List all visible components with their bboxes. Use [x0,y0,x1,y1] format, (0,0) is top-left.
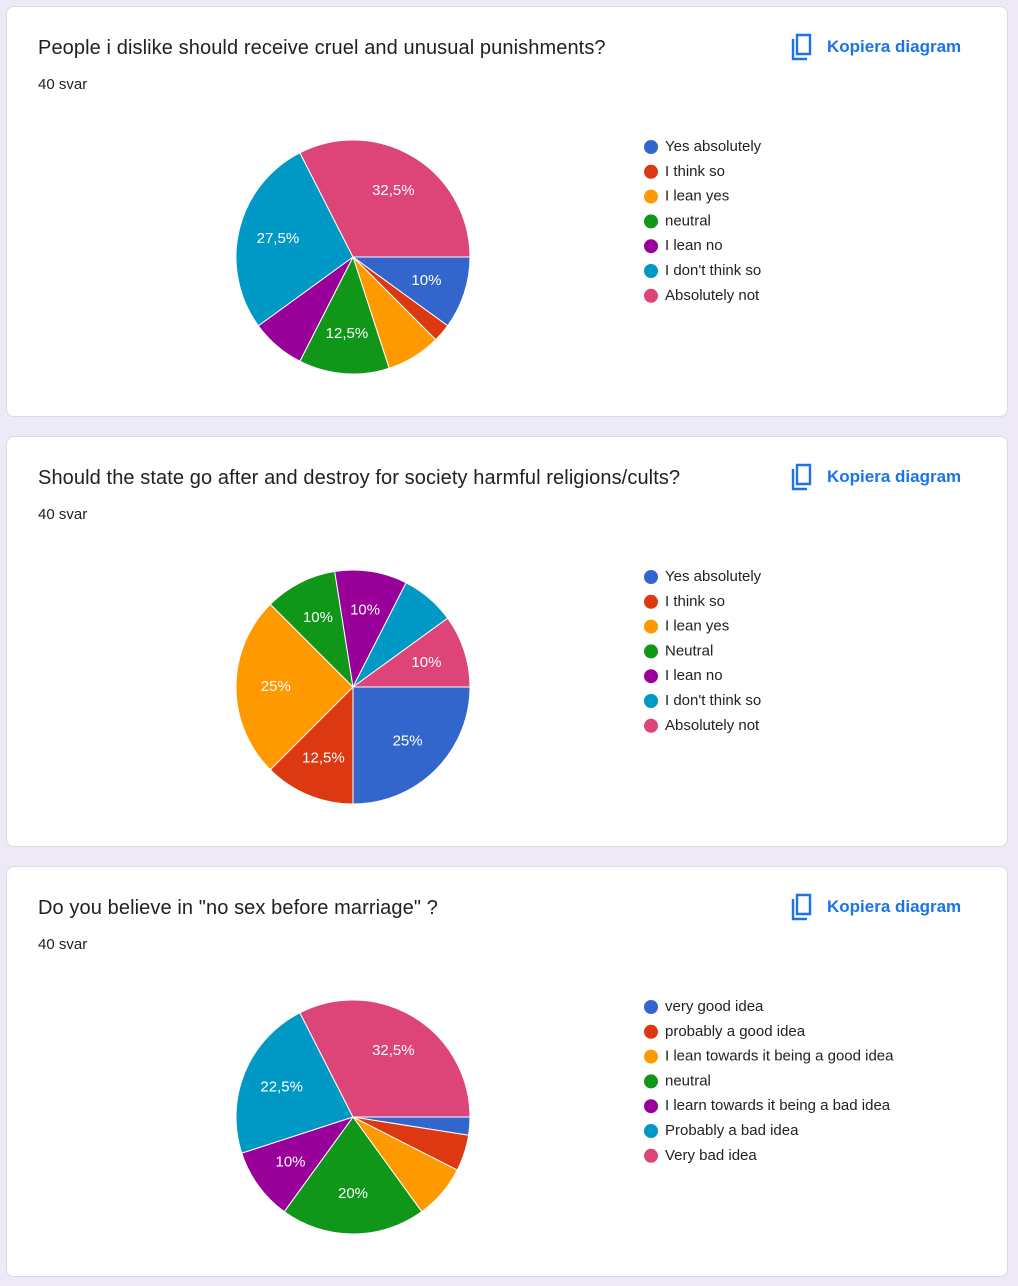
copy-label: Kopiera diagram [827,37,962,56]
question-title: Do you believe in "no sex before marriag… [38,897,438,919]
pie-slice [241,1116,355,1213]
legend-label: I lean yes [665,188,729,205]
legend-swatch [644,1074,658,1089]
response-count: 40 svar [38,936,88,953]
slice-label: 27,5% [257,230,300,247]
legend-label: I lean no [665,237,723,254]
question-title: People i dislike should receive cruel an… [38,37,606,59]
legend-swatch [644,140,658,154]
legend-label: neutral [665,212,711,229]
slice-label: 12,5% [326,325,369,342]
pie-slice [351,617,471,688]
legend-swatch [644,288,658,303]
pie-slice [235,603,354,771]
legend-label: Probably a bad idea [665,1122,799,1139]
slice-label: 25% [261,678,291,695]
icon-shape [791,463,812,491]
copy-icon [791,463,812,491]
slice-label: 10% [411,272,441,289]
slice-label: 20% [338,1185,368,1202]
slice-label: 10% [276,1153,306,1170]
question-title: Should the state go after and destroy fo… [38,467,681,489]
legend-swatch [644,669,658,684]
legend-swatch [644,570,658,584]
legend-swatch [644,1000,658,1014]
chart: 10% 12,5% 27,5% 32,5% Yes absolutely I think … [235,138,762,375]
slice-label: 10% [303,609,333,626]
pie-slice [299,255,390,375]
legend-label: very good idea [665,998,764,1015]
icon-shape [791,33,812,61]
legend-label: I lean yes [665,618,729,635]
pie-slice [269,685,354,805]
copy-icon [791,33,812,61]
legend-label: Yes absolutely [665,138,762,155]
slice-label: 25% [393,733,423,750]
legend-label: probably a good idea [665,1023,806,1040]
pie-slice [351,256,471,327]
slice-label: 10% [350,602,380,619]
copy-chart-button[interactable]: Kopiera diagram [789,33,961,61]
legend-label: I lean towards it being a good idea [665,1048,894,1065]
slice-label: 12,5% [302,749,345,766]
legend-label: I lean no [665,667,723,684]
legend-label: Absolutely not [665,287,760,304]
pie-slice [299,139,471,258]
legend-swatch [644,164,658,179]
legend-swatch [644,644,658,659]
pie-slice [334,569,407,689]
response-count: 40 svar [38,76,88,93]
copy-label: Kopiera diagram [827,897,962,916]
legend-swatch [644,239,658,254]
chart: 20% 10% 22,5% 32,5% very good idea probably a… [235,998,894,1235]
legend-swatch [644,1148,658,1163]
legend-label: I think so [665,163,725,180]
legend-label: Neutral [665,642,713,659]
pie-slice [269,570,354,689]
legend-label: Absolutely not [665,717,760,734]
legend-label: I don't think so [665,262,761,279]
legend-swatch [644,189,658,204]
pie-slice [283,1116,423,1235]
legend-swatch [644,264,658,278]
pie-slice [299,999,471,1118]
legend-swatch [644,1024,658,1039]
card: Should the state go after and destroy fo… [6,436,1008,847]
legend-swatch [644,594,658,609]
legend-swatch [644,214,658,229]
card: Do you believe in "no sex before marriag… [6,866,1008,1277]
slice-label: 32,5% [372,1042,415,1059]
legend-label: I learn towards it being a bad idea [665,1097,891,1114]
legend-label: Yes absolutely [665,568,762,585]
legend-swatch [644,694,658,708]
slice-label: 32,5% [372,182,415,199]
copy-label: Kopiera diagram [827,467,962,486]
legend-label: I don't think so [665,692,761,709]
icon-shape [791,893,812,921]
pie-slice [235,1012,354,1154]
legend-label: Very bad idea [665,1147,757,1164]
legend-swatch [644,619,658,634]
copy-chart-button[interactable]: Kopiera diagram [789,893,961,921]
copy-icon [791,893,812,921]
slice-label: 22,5% [260,1078,303,1095]
copy-chart-button[interactable]: Kopiera diagram [789,463,961,491]
response-count: 40 svar [38,506,88,523]
legend-swatch [644,1049,658,1064]
slice-label: 10% [411,654,441,671]
pie-slice [352,686,471,805]
legend-swatch [644,1124,658,1138]
legend-swatch [644,1099,658,1114]
card: People i dislike should receive cruel an… [6,6,1008,417]
pie-slice [235,152,354,327]
legend-swatch [644,718,658,733]
chart: 25% 12,5% 25% 10% 10% 10% Yes absolutely I thin… [235,568,762,805]
legend-label: I think so [665,593,725,610]
legend-label: neutral [665,1072,711,1089]
